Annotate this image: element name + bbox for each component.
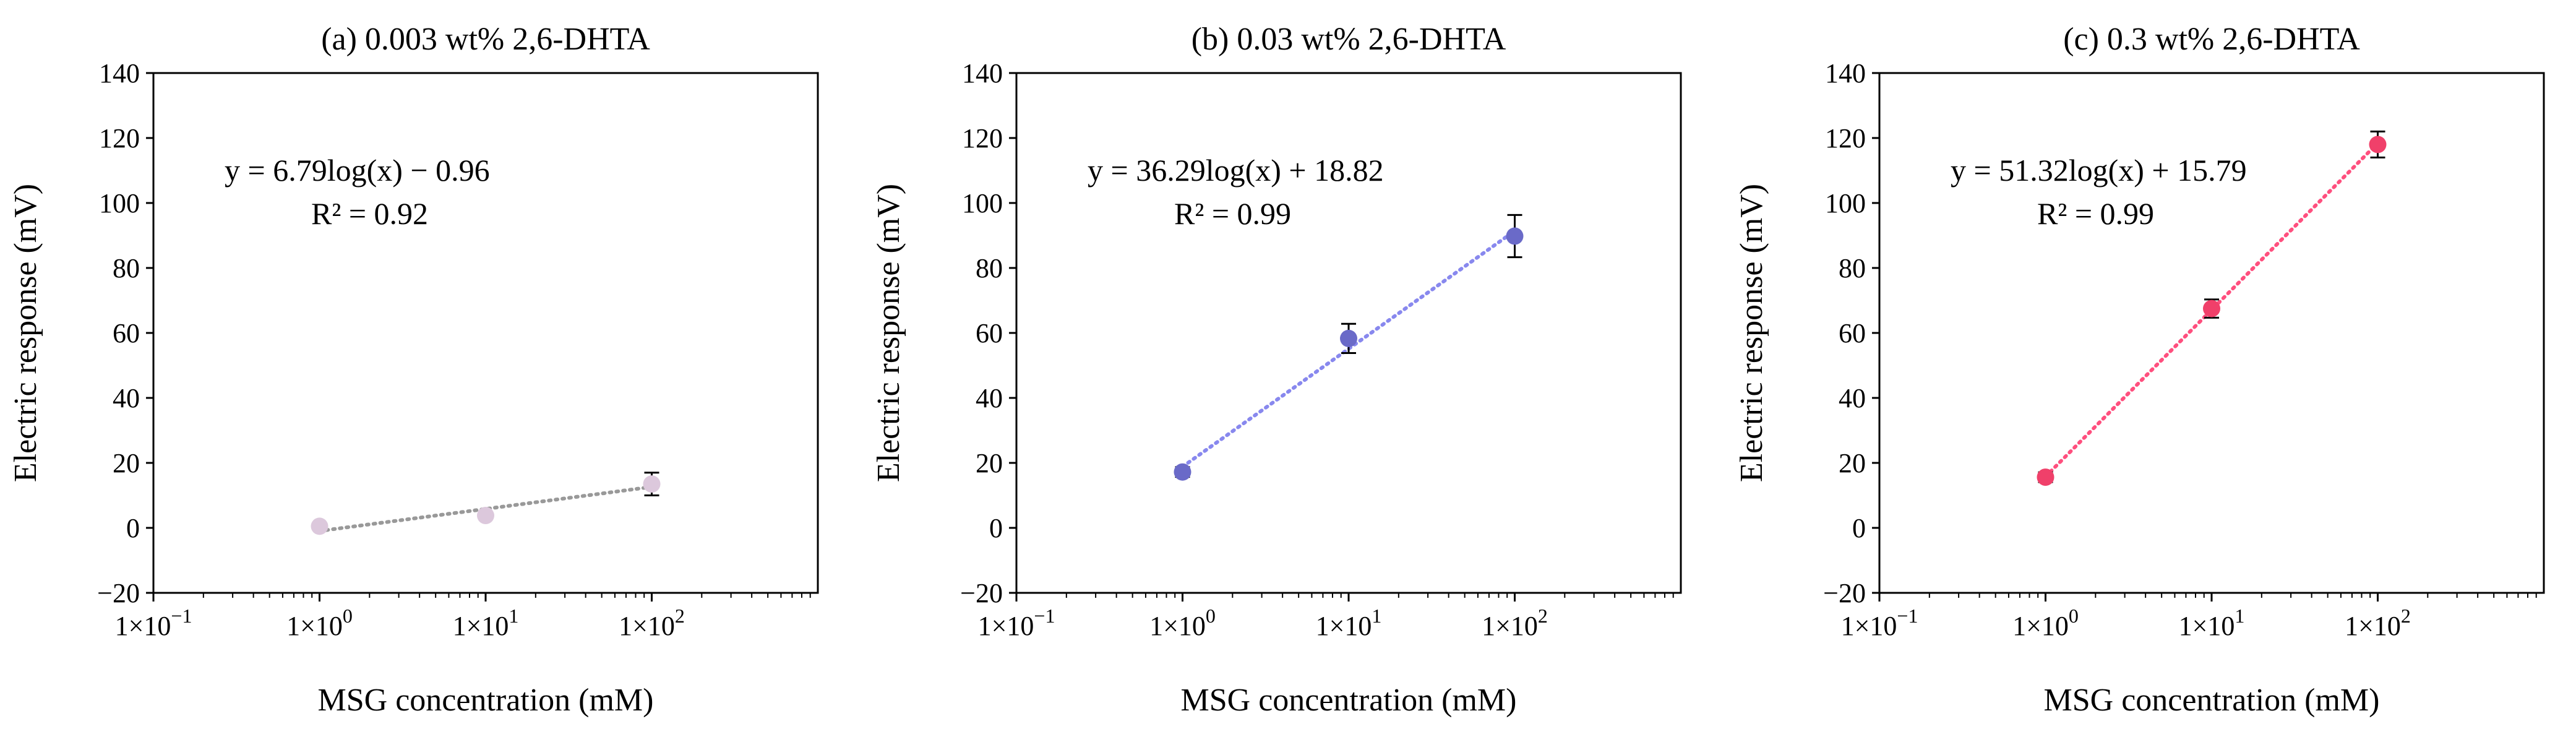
fit-r-squared: R² = 0.99 bbox=[2037, 196, 2154, 231]
y-tick-label: 20 bbox=[976, 448, 1003, 478]
y-tick-label: 60 bbox=[976, 318, 1003, 348]
chart-title: (b) 0.03 wt% 2,6-DHTA bbox=[1191, 22, 1506, 57]
x-tick-exponent: 1 bbox=[509, 605, 518, 627]
data-point bbox=[311, 517, 328, 535]
y-tick-label: 100 bbox=[1825, 188, 1866, 218]
x-tick-exponent: −1 bbox=[1897, 605, 1918, 627]
y-tick-label: 0 bbox=[1852, 513, 1866, 543]
x-tick-exponent: 2 bbox=[1538, 605, 1548, 627]
chart-panel-1: (b) 0.03 wt% 2,6-DHTA−200204060801001201… bbox=[871, 22, 1682, 718]
data-point bbox=[1340, 329, 1357, 347]
x-tick-exponent: 2 bbox=[675, 605, 685, 627]
x-tick-label: 1×101 bbox=[453, 605, 519, 641]
x-tick-mantissa: 1×10 bbox=[1841, 611, 1897, 641]
y-tick-label: 120 bbox=[99, 123, 140, 153]
x-tick-label: 1×10−1 bbox=[115, 605, 192, 641]
trend-line bbox=[2043, 141, 2380, 479]
y-tick-label: 40 bbox=[113, 383, 140, 413]
x-tick-label: 1×10−1 bbox=[978, 605, 1055, 641]
x-tick-mantissa: 1×10 bbox=[2345, 611, 2401, 641]
x-tick-exponent: 2 bbox=[2401, 605, 2411, 627]
x-axis-label: MSG concentration (mM) bbox=[317, 683, 653, 718]
y-tick-label: 40 bbox=[1839, 383, 1866, 413]
data-point bbox=[2369, 136, 2387, 153]
x-tick-mantissa: 1×10 bbox=[2179, 611, 2235, 641]
y-tick-label: 20 bbox=[1839, 448, 1866, 478]
x-tick-label: 1×100 bbox=[1149, 605, 1216, 641]
x-tick-exponent: 0 bbox=[2069, 605, 2079, 627]
data-point bbox=[1506, 227, 1524, 245]
x-tick-label: 1×100 bbox=[286, 605, 353, 641]
x-tick-label: 1×10−1 bbox=[1841, 605, 1918, 641]
data-point bbox=[477, 507, 494, 525]
x-tick-label: 1×100 bbox=[2012, 605, 2079, 641]
x-tick-mantissa: 1×10 bbox=[286, 611, 343, 641]
y-tick-label: 60 bbox=[113, 318, 140, 348]
y-tick-label: 100 bbox=[962, 188, 1003, 218]
x-tick-exponent: 0 bbox=[1206, 605, 1216, 627]
plot-frame bbox=[1878, 72, 2545, 594]
x-tick-mantissa: 1×10 bbox=[115, 611, 171, 641]
y-tick-label: 120 bbox=[1825, 123, 1866, 153]
x-tick-label: 1×102 bbox=[1482, 605, 1548, 641]
x-tick-exponent: 1 bbox=[1372, 605, 1381, 627]
data-point bbox=[1174, 463, 1191, 481]
y-tick-label: 40 bbox=[976, 383, 1003, 413]
y-tick-label: 120 bbox=[962, 123, 1003, 153]
y-tick-label: 80 bbox=[1839, 253, 1866, 283]
fit-equation: y = 6.79log(x) − 0.96 bbox=[225, 153, 490, 188]
chart-panel-2: (c) 0.3 wt% 2,6-DHTA−2002040608010012014… bbox=[1734, 22, 2545, 718]
y-axis-label: Electric response (mV) bbox=[871, 184, 906, 482]
x-axis-label: MSG concentration (mM) bbox=[1180, 683, 1516, 718]
fit-equation: y = 51.32log(x) + 15.79 bbox=[1951, 153, 2247, 188]
x-tick-label: 1×101 bbox=[2179, 605, 2245, 641]
y-tick-label: 140 bbox=[1825, 58, 1866, 88]
x-tick-mantissa: 1×10 bbox=[453, 611, 509, 641]
x-tick-mantissa: 1×10 bbox=[2012, 611, 2069, 641]
y-axis-label: Electric response (mV) bbox=[8, 184, 43, 482]
y-tick-label: 60 bbox=[1839, 318, 1866, 348]
y-tick-label: 140 bbox=[99, 58, 140, 88]
y-tick-label: 140 bbox=[962, 58, 1003, 88]
y-axis-label: Electric response (mV) bbox=[1734, 184, 1769, 482]
data-point bbox=[643, 475, 661, 493]
chart-panel-0: (a) 0.003 wt% 2,6-DHTA−20020406080100120… bbox=[8, 22, 819, 718]
fit-equation: y = 36.29log(x) + 18.82 bbox=[1088, 153, 1384, 188]
y-tick-label: 80 bbox=[113, 253, 140, 283]
x-tick-label: 1×101 bbox=[1316, 605, 1382, 641]
chart-title: (c) 0.3 wt% 2,6-DHTA bbox=[2063, 22, 2360, 57]
x-tick-exponent: −1 bbox=[171, 605, 192, 627]
data-point bbox=[2037, 468, 2054, 486]
fit-r-squared: R² = 0.99 bbox=[1174, 196, 1291, 231]
y-tick-label: 0 bbox=[126, 513, 140, 543]
x-tick-mantissa: 1×10 bbox=[1482, 611, 1538, 641]
y-tick-label: −20 bbox=[960, 578, 1003, 608]
x-tick-exponent: 1 bbox=[2235, 605, 2244, 627]
y-tick-label: −20 bbox=[97, 578, 140, 608]
y-tick-label: 100 bbox=[99, 188, 140, 218]
x-tick-mantissa: 1×10 bbox=[978, 611, 1034, 641]
x-tick-exponent: −1 bbox=[1034, 605, 1055, 627]
y-tick-label: −20 bbox=[1823, 578, 1866, 608]
x-tick-exponent: 0 bbox=[343, 605, 353, 627]
x-tick-label: 1×102 bbox=[2345, 605, 2411, 641]
y-tick-label: 80 bbox=[976, 253, 1003, 283]
trend-line bbox=[317, 485, 654, 533]
fit-r-squared: R² = 0.92 bbox=[311, 196, 428, 231]
y-tick-label: 0 bbox=[989, 513, 1003, 543]
x-tick-mantissa: 1×10 bbox=[1149, 611, 1206, 641]
x-tick-mantissa: 1×10 bbox=[1316, 611, 1372, 641]
x-axis-label: MSG concentration (mM) bbox=[2043, 683, 2379, 718]
x-tick-label: 1×102 bbox=[619, 605, 685, 641]
x-tick-mantissa: 1×10 bbox=[619, 611, 675, 641]
y-tick-label: 20 bbox=[113, 448, 140, 478]
data-point bbox=[2203, 300, 2220, 317]
chart-title: (a) 0.003 wt% 2,6-DHTA bbox=[321, 22, 650, 57]
